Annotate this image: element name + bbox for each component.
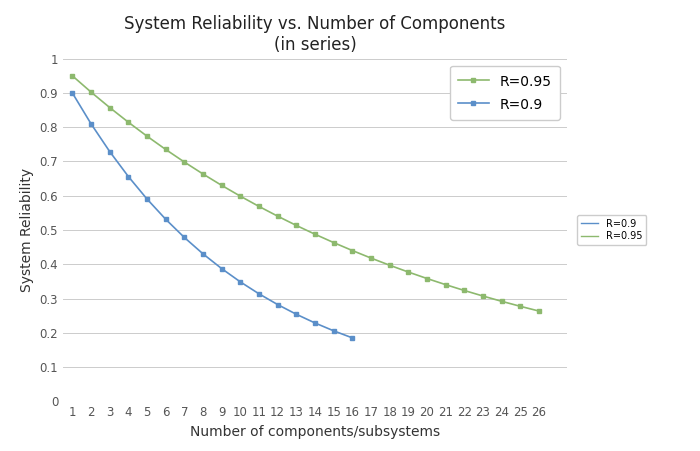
R=0.95	[199, 171, 207, 177]
R=0.95	[367, 255, 375, 261]
Legend: R=0.9, R=0.95: R=0.9, R=0.95	[577, 215, 647, 245]
R=0.9	[124, 174, 132, 179]
R=0.95	[348, 248, 356, 253]
R=0.9	[292, 312, 300, 317]
R=0.95	[460, 288, 468, 293]
R=0.95	[292, 223, 300, 228]
R=0.95	[162, 147, 170, 152]
Line: R=0.9: R=0.9	[70, 91, 355, 341]
R=0.95	[106, 105, 114, 110]
R=0.9	[236, 279, 244, 285]
R=0.95	[274, 213, 282, 219]
R=0.95	[330, 240, 338, 245]
R=0.95	[143, 133, 151, 139]
Y-axis label: System Reliability: System Reliability	[20, 168, 34, 292]
R=0.9	[162, 216, 170, 222]
R=0.9	[106, 149, 114, 154]
R=0.95	[180, 159, 188, 165]
R=0.9	[348, 335, 356, 341]
R=0.95	[255, 204, 263, 209]
R=0.9	[143, 196, 151, 202]
Title: System Reliability vs. Number of Components
(in series): System Reliability vs. Number of Compone…	[125, 15, 505, 54]
R=0.95	[124, 120, 132, 125]
R=0.9	[180, 235, 188, 240]
R=0.9	[68, 90, 76, 96]
R=0.9	[218, 266, 226, 272]
R=0.95	[236, 193, 244, 199]
R=0.9	[199, 251, 207, 257]
R=0.95	[516, 304, 524, 309]
R=0.95	[442, 282, 450, 287]
X-axis label: Number of components/subsystems: Number of components/subsystems	[190, 425, 440, 439]
R=0.95	[218, 183, 226, 188]
R=0.9	[330, 328, 338, 334]
R=0.9	[255, 291, 263, 297]
R=0.95	[498, 299, 506, 304]
R=0.95	[479, 293, 487, 299]
R=0.9	[87, 121, 95, 126]
R=0.95	[311, 231, 319, 237]
R=0.95	[423, 276, 431, 281]
R=0.9	[311, 320, 319, 326]
R=0.95	[87, 89, 95, 95]
Line: R=0.95: R=0.95	[70, 74, 541, 313]
R=0.95	[68, 73, 76, 78]
R=0.9	[274, 302, 282, 307]
R=0.95	[535, 308, 543, 314]
R=0.95	[386, 262, 394, 268]
R=0.95	[404, 269, 412, 275]
